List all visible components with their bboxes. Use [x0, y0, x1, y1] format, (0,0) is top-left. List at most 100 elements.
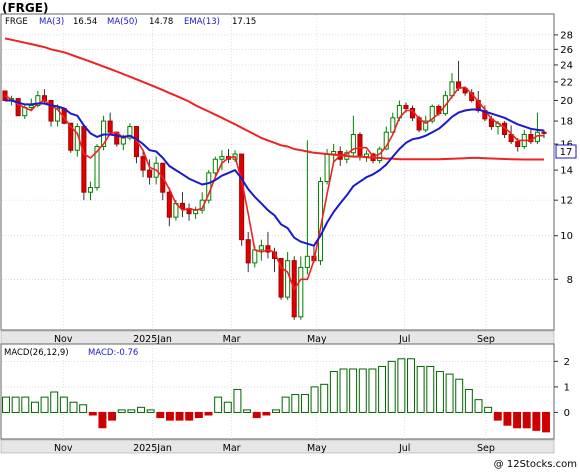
- candle-body: [324, 153, 330, 183]
- candle-body: [258, 245, 264, 251]
- ema13-legend-value: 17.15: [232, 17, 256, 27]
- price-x-axis: [0, 330, 555, 345]
- macd-bar-positive: [59, 396, 68, 413]
- macd-bar-positive: [69, 401, 78, 413]
- macd-bar-negative: [503, 411, 512, 426]
- price-tick-label: 14: [560, 166, 573, 177]
- macd-bar-positive: [117, 409, 126, 413]
- macd-x-tick-label: Jul: [398, 443, 410, 454]
- macd-bar-positive: [474, 399, 483, 413]
- candle-body: [81, 126, 87, 193]
- price-tick-label: 20: [560, 96, 573, 107]
- macd-bar-positive: [291, 394, 300, 413]
- macd-bar-negative: [88, 411, 97, 416]
- macd-legend-label: MACD(26,12,9): [4, 348, 69, 358]
- candle-up: [258, 239, 264, 261]
- candle-down: [147, 159, 153, 185]
- candle-up: [212, 156, 218, 178]
- macd-bar-negative: [165, 411, 174, 421]
- macd-bar-positive: [349, 368, 358, 413]
- ma50-legend-label: MA(50): [107, 17, 138, 27]
- macd-bar-positive: [2, 396, 10, 413]
- macd-bar-positive: [435, 371, 444, 413]
- macd-bar-negative: [542, 411, 550, 433]
- candle-body: [127, 126, 133, 139]
- candle-body: [28, 104, 34, 108]
- macd-bar-negative: [108, 411, 117, 421]
- macd-bar-positive: [11, 396, 20, 413]
- candle-up: [429, 104, 435, 124]
- candle-body: [94, 145, 100, 189]
- candle-body: [166, 191, 172, 218]
- candle-down: [166, 187, 172, 227]
- candle-down: [81, 126, 87, 201]
- price-tick-label: 18: [560, 117, 573, 128]
- price-tick-label: 26: [560, 45, 573, 56]
- candle-down: [107, 112, 113, 135]
- candle-body: [350, 134, 356, 154]
- candle-up: [127, 123, 133, 141]
- price-x-ticks: Nov 2025Jan Mar May Jul Sep: [54, 334, 495, 345]
- macd-x-tick-label: Mar: [223, 443, 241, 454]
- price-tick-label: 8: [567, 275, 573, 286]
- macd-bar-negative: [194, 411, 203, 419]
- last-price-tag-text: 17: [560, 147, 573, 158]
- macd-bar-positive: [329, 371, 338, 413]
- macd-bar-positive: [146, 409, 155, 413]
- candle-up: [35, 90, 41, 108]
- candle-up: [390, 112, 396, 135]
- macd-bar-positive: [407, 358, 415, 413]
- candle-body: [35, 95, 41, 106]
- candle-down: [239, 153, 245, 246]
- macd-bar-positive: [358, 368, 367, 413]
- ma3-line: [4, 86, 544, 291]
- price-x-tick-label: Nov: [54, 334, 73, 345]
- candle-body: [239, 153, 245, 241]
- candle-body: [515, 141, 521, 147]
- macd-bar-positive: [387, 360, 396, 413]
- candle-down: [140, 150, 146, 178]
- macd-x-ticks: Nov 2025Jan Mar May Jul Sep: [54, 443, 495, 454]
- macd-bar-positive: [378, 365, 387, 413]
- macd-bars: [2, 358, 550, 433]
- candle-body: [140, 156, 146, 171]
- macd-bar-positive: [233, 388, 242, 413]
- macd-bar-positive: [21, 396, 30, 413]
- candle-body: [541, 131, 547, 134]
- price-x-tick-label: Mar: [223, 334, 241, 345]
- candle-body: [285, 260, 291, 298]
- candle-down: [15, 98, 21, 117]
- macd-bar-positive: [243, 409, 252, 413]
- candle-body: [120, 137, 126, 145]
- macd-axis: 0 1 2: [554, 357, 570, 419]
- candle-body: [265, 245, 271, 253]
- macd-bar-positive: [426, 365, 435, 413]
- watermark: @ 12Stocks.com: [494, 459, 577, 470]
- price-legend: FRGE MA(3) 16.54 MA(50) 14.78 EMA(13) 17…: [5, 17, 256, 27]
- macd-bar-positive: [368, 368, 377, 413]
- candle-body: [48, 100, 54, 122]
- ma50-legend-value: 14.78: [149, 17, 173, 27]
- macd-bar-negative: [532, 411, 541, 431]
- macd-bar-negative: [513, 411, 522, 429]
- macd-bar-positive: [397, 358, 406, 413]
- macd-x-tick-label: 2025Jan: [133, 443, 172, 454]
- macd-bar-negative: [522, 411, 531, 429]
- macd-bar-negative: [252, 411, 261, 419]
- candle-down: [541, 129, 547, 139]
- candle-body: [147, 169, 153, 178]
- macd-x-tick-label: Nov: [54, 443, 73, 454]
- candle-up: [87, 181, 93, 201]
- candle-down: [68, 122, 74, 153]
- candle-up: [219, 150, 225, 171]
- last-price-tag: [555, 144, 577, 159]
- macd-bar-positive: [484, 406, 493, 413]
- price-tick-label: 12: [560, 196, 573, 207]
- candle-body: [252, 249, 258, 264]
- price-tick-label: 28: [560, 30, 573, 41]
- candle-body: [55, 107, 61, 122]
- macd-bar-positive: [300, 394, 309, 413]
- candle-body: [383, 131, 389, 150]
